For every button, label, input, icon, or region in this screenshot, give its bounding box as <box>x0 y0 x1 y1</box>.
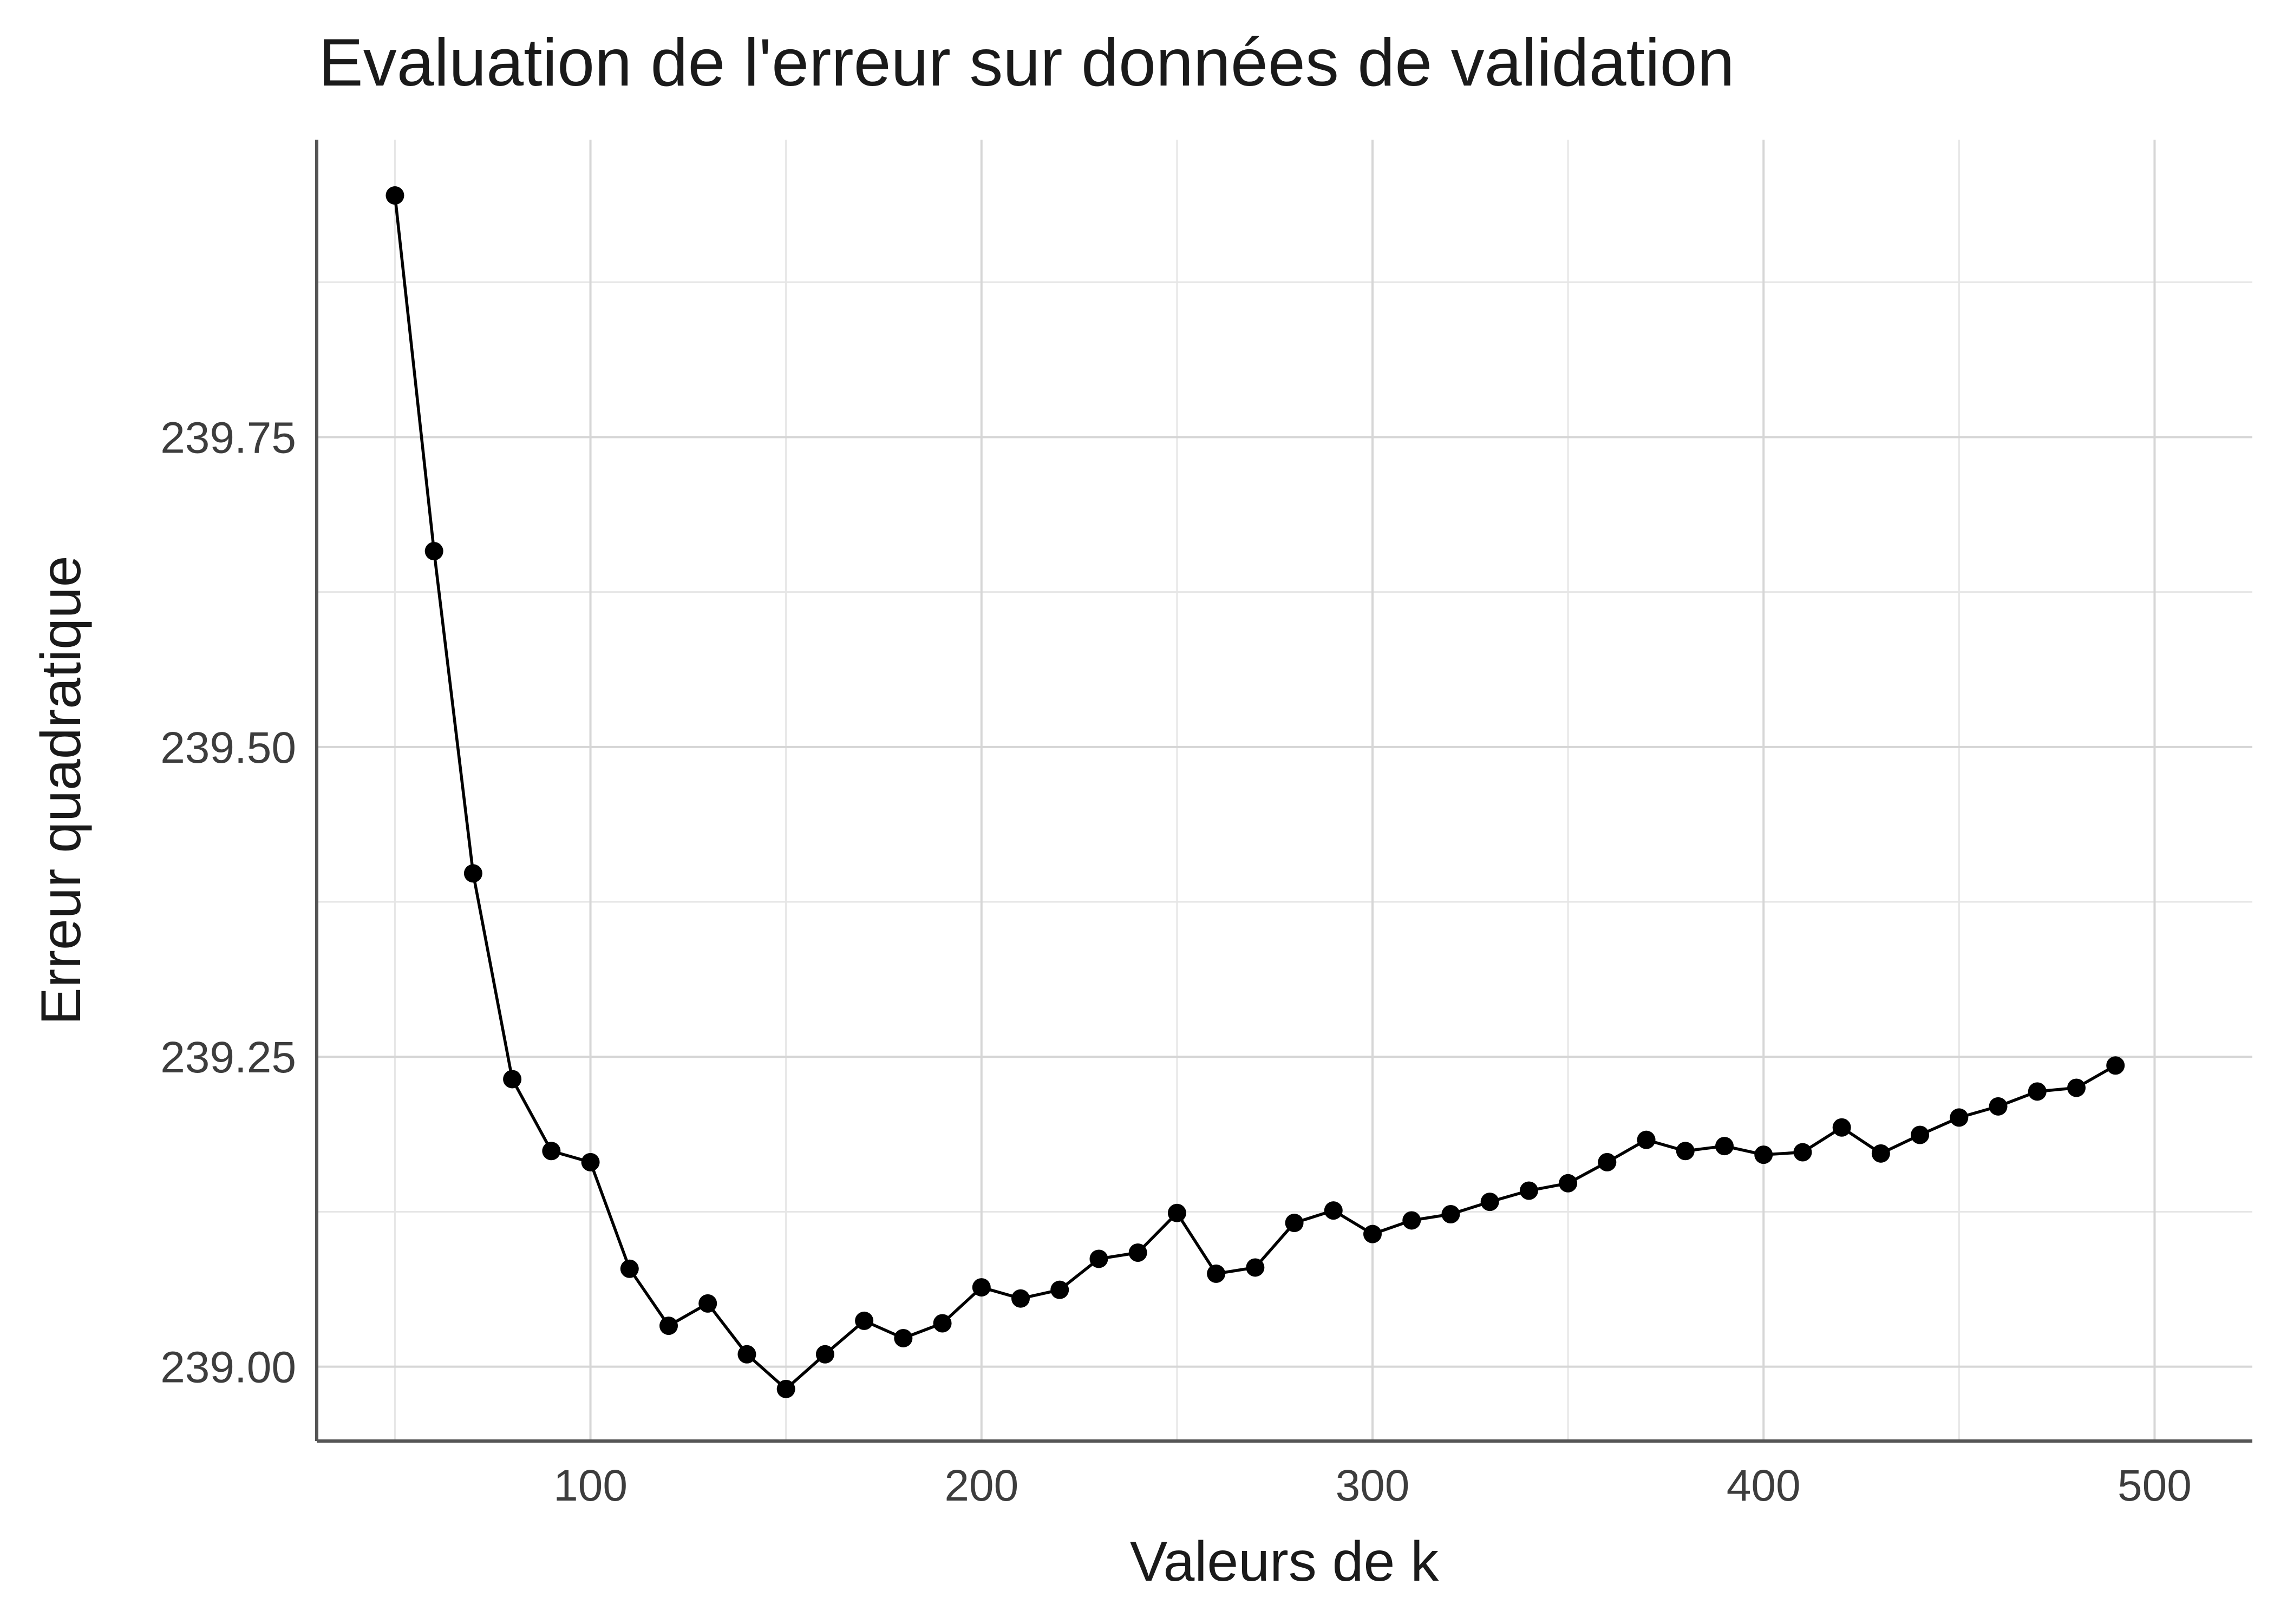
data-point <box>933 1314 952 1333</box>
data-point <box>1324 1201 1343 1220</box>
y-tick-label: 239.25 <box>160 1033 296 1082</box>
data-point <box>424 542 443 561</box>
minor-gridlines <box>317 140 2252 1441</box>
data-point <box>2028 1082 2047 1101</box>
x-tick-label: 400 <box>1727 1461 1801 1510</box>
data-point <box>1832 1118 1851 1137</box>
y-tick-label: 239.00 <box>160 1343 296 1392</box>
data-point <box>1441 1205 1460 1224</box>
data-point <box>463 864 482 883</box>
x-tick-label: 300 <box>1336 1461 1410 1510</box>
data-point <box>855 1311 874 1330</box>
data-point <box>659 1317 678 1335</box>
y-axis-ticks: 239.00 239.25 239.50 239.75 <box>160 413 296 1392</box>
data-point <box>1793 1143 1812 1162</box>
data-point <box>1754 1145 1773 1164</box>
data-point <box>1167 1203 1186 1222</box>
x-axis-title: Valeurs de k <box>1130 1530 1439 1593</box>
data-point <box>385 186 404 205</box>
x-tick-label: 200 <box>944 1461 1018 1510</box>
data-point <box>1715 1137 1734 1156</box>
x-tick-label: 500 <box>2118 1461 2192 1510</box>
data-point <box>1207 1264 1226 1283</box>
series-group <box>385 186 2125 1398</box>
chart-title: Evaluation de l'erreur sur données de va… <box>318 25 1735 100</box>
y-tick-label: 239.75 <box>160 413 296 462</box>
data-point <box>1089 1249 1108 1268</box>
y-axis-title: Erreur quadratique <box>30 555 93 1025</box>
data-point <box>542 1142 561 1161</box>
data-point <box>1246 1258 1265 1277</box>
data-point <box>1050 1280 1069 1299</box>
data-point <box>1871 1144 1890 1163</box>
y-tick-label: 239.50 <box>160 723 296 772</box>
major-gridlines <box>317 140 2252 1441</box>
data-point <box>894 1328 913 1347</box>
data-point <box>1363 1224 1382 1243</box>
data-point <box>2067 1078 2086 1097</box>
series-line <box>393 195 2116 1391</box>
data-point <box>815 1345 834 1364</box>
data-point <box>1011 1289 1030 1308</box>
x-axis-ticks: 100 200 300 400 500 <box>553 1461 2192 1510</box>
data-point <box>1598 1152 1617 1171</box>
data-point <box>1480 1193 1499 1212</box>
data-point <box>1911 1125 1930 1144</box>
data-point <box>1637 1130 1656 1149</box>
data-point <box>2106 1056 2125 1075</box>
data-point <box>1989 1097 2008 1116</box>
data-point <box>581 1152 600 1171</box>
data-point <box>503 1070 522 1089</box>
data-point <box>972 1278 991 1297</box>
data-point <box>776 1379 795 1398</box>
data-point <box>737 1345 756 1364</box>
data-point <box>1402 1211 1421 1230</box>
data-point <box>620 1259 639 1278</box>
data-point <box>1285 1214 1304 1233</box>
data-point <box>1950 1108 1969 1127</box>
data-point <box>1559 1174 1578 1193</box>
data-point <box>1676 1142 1695 1161</box>
data-point <box>698 1294 717 1313</box>
data-point <box>1128 1243 1147 1262</box>
x-tick-label: 100 <box>553 1461 628 1510</box>
data-point <box>1519 1181 1538 1200</box>
